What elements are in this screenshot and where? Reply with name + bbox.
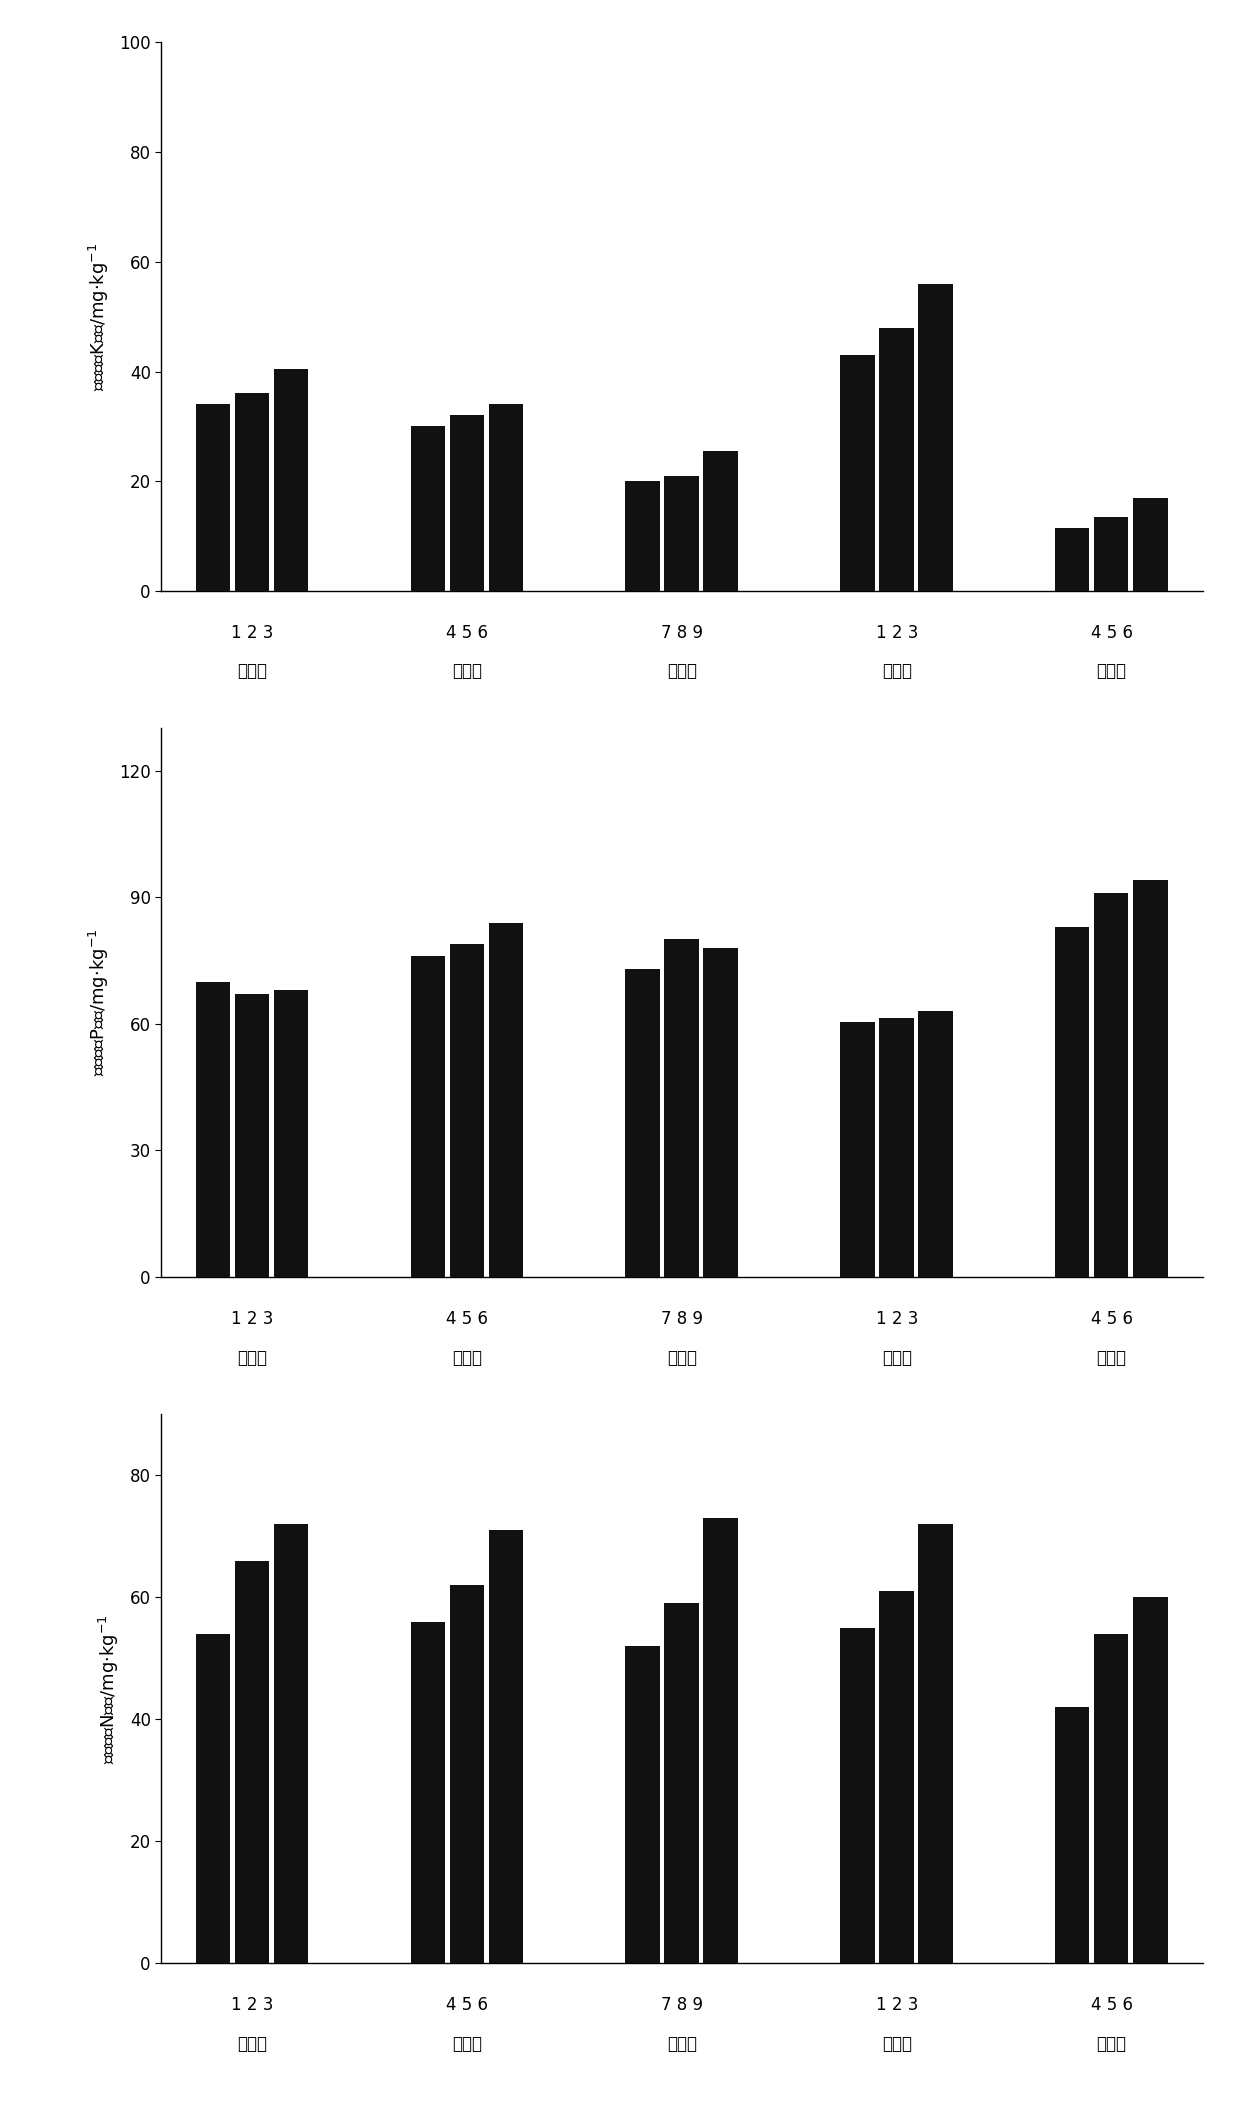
Text: 1 2 3: 1 2 3 (875, 625, 918, 642)
Bar (1133, 498, 1168, 591)
Text: 对比例: 对比例 (882, 663, 911, 680)
Text: 实施例: 实施例 (667, 2035, 697, 2052)
Bar (879, 327, 914, 591)
Text: 7 8 9: 7 8 9 (661, 1997, 703, 2014)
Text: 对比例: 对比例 (1096, 1349, 1127, 1366)
Bar (410, 1621, 445, 1963)
Bar (450, 1585, 484, 1963)
Bar (274, 990, 309, 1277)
Bar (1055, 927, 1090, 1277)
Text: 实施例: 实施例 (453, 1349, 482, 1366)
Bar (489, 923, 523, 1277)
Bar (1094, 517, 1128, 591)
Text: 实施例: 实施例 (667, 1349, 697, 1366)
Bar (919, 283, 952, 591)
Bar (234, 994, 269, 1277)
Text: 7 8 9: 7 8 9 (661, 625, 703, 642)
Bar (196, 405, 231, 591)
Bar (703, 948, 738, 1277)
Text: 实施例: 实施例 (667, 663, 697, 680)
Text: 4 5 6: 4 5 6 (446, 1311, 489, 1328)
Bar (450, 944, 484, 1277)
Text: 7 8 9: 7 8 9 (661, 1311, 703, 1328)
Text: 实施例: 实施例 (237, 663, 268, 680)
Bar (703, 452, 738, 591)
Bar (879, 1018, 914, 1277)
Text: 对比例: 对比例 (1096, 663, 1127, 680)
Bar (234, 1560, 269, 1963)
Text: 4 5 6: 4 5 6 (446, 625, 489, 642)
Bar (625, 481, 660, 591)
Text: 4 5 6: 4 5 6 (1091, 1311, 1132, 1328)
Bar (489, 1530, 523, 1963)
Bar (841, 1022, 874, 1277)
Text: 4 5 6: 4 5 6 (446, 1997, 489, 2014)
Bar (234, 393, 269, 591)
Bar (196, 982, 231, 1277)
Text: 1 2 3: 1 2 3 (231, 1997, 274, 2014)
Text: 实施例: 实施例 (453, 663, 482, 680)
Bar (703, 1518, 738, 1963)
Text: 4 5 6: 4 5 6 (1091, 1997, 1132, 2014)
Text: 实施例: 实施例 (237, 2035, 268, 2052)
Bar (196, 1634, 231, 1963)
Text: 1 2 3: 1 2 3 (875, 1997, 918, 2014)
Bar (1133, 1598, 1168, 1963)
Bar (665, 939, 699, 1277)
Bar (1055, 1708, 1090, 1963)
Text: 实施例: 实施例 (237, 1349, 268, 1366)
Bar (274, 1524, 309, 1963)
Bar (879, 1592, 914, 1963)
Bar (665, 1604, 699, 1963)
Text: 对比例: 对比例 (882, 2035, 911, 2052)
Bar (919, 1011, 952, 1277)
Bar (1055, 528, 1090, 591)
Bar (1094, 1634, 1128, 1963)
Bar (410, 426, 445, 591)
Text: 1 2 3: 1 2 3 (231, 1311, 274, 1328)
Y-axis label: 基质速效N含量/mg·kg$^{-1}$: 基质速效N含量/mg·kg$^{-1}$ (97, 1615, 122, 1763)
Bar (410, 956, 445, 1277)
Bar (665, 475, 699, 591)
Text: 实施例: 实施例 (453, 2035, 482, 2052)
Text: 1 2 3: 1 2 3 (231, 625, 274, 642)
Text: 对比例: 对比例 (882, 1349, 911, 1366)
Bar (489, 405, 523, 591)
Bar (625, 1647, 660, 1963)
Bar (1133, 880, 1168, 1277)
Bar (274, 369, 309, 591)
Bar (450, 416, 484, 591)
Text: 1 2 3: 1 2 3 (875, 1311, 918, 1328)
Text: 对比例: 对比例 (1096, 2035, 1127, 2052)
Bar (841, 355, 874, 591)
Bar (1094, 893, 1128, 1277)
Bar (841, 1628, 874, 1963)
Y-axis label: 基质速效P含量/mg·kg$^{-1}$: 基质速效P含量/mg·kg$^{-1}$ (87, 929, 110, 1077)
Y-axis label: 基质速效K含量/mg·kg$^{-1}$: 基质速效K含量/mg·kg$^{-1}$ (87, 243, 110, 391)
Bar (625, 969, 660, 1277)
Text: 4 5 6: 4 5 6 (1091, 625, 1132, 642)
Bar (919, 1524, 952, 1963)
